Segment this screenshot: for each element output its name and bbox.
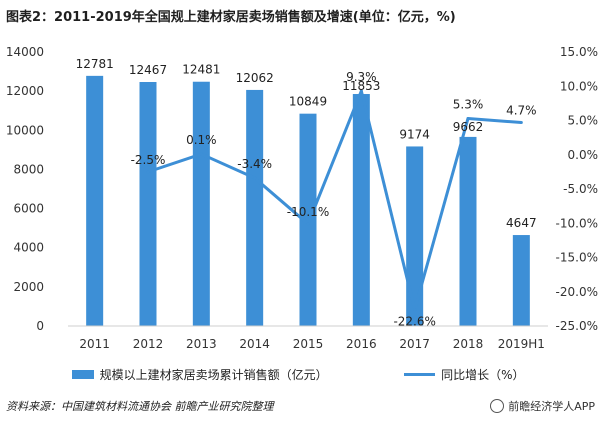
bar [459, 136, 477, 326]
y-left-tick-label: 0 [36, 319, 44, 333]
bar-value-label: 12481 [182, 63, 220, 77]
bar-value-label: 4647 [506, 216, 537, 230]
x-tick-label: 2012 [133, 337, 164, 351]
legend-item-bar: 规模以上建材家居卖场累计销售额（亿元） [72, 366, 328, 383]
growth-point [306, 222, 310, 226]
line-value-label: 5.3% [453, 97, 484, 111]
y-left-tick-label: 2000 [13, 280, 44, 294]
bar-value-label: 12467 [129, 63, 167, 77]
y-right-tick-label: -25.0% [556, 319, 598, 333]
brand-label: 前瞻经济学人APP [508, 400, 595, 413]
y-right-tick-label: -20.0% [556, 285, 598, 299]
growth-point [466, 116, 470, 120]
growth-point [146, 170, 150, 174]
bar [139, 82, 157, 327]
bar-value-label: 9174 [399, 127, 430, 141]
x-tick-label: 2013 [186, 337, 217, 351]
bar-value-label: 9662 [453, 120, 484, 134]
source-note: 资料来源：中国建筑材料流通协会 前瞻产业研究院整理 [6, 400, 274, 413]
y-left-tick-label: 6000 [13, 202, 44, 216]
growth-point [519, 121, 523, 125]
y-left-tick-label: 14000 [6, 45, 44, 59]
line-value-label: 9.3% [346, 70, 377, 84]
y-right-tick-label: -15.0% [556, 251, 598, 265]
bar [246, 89, 264, 326]
bar-value-label: 11853 [342, 79, 380, 93]
legend: 规模以上建材家居卖场累计销售额（亿元） 同比增长（%） [72, 366, 603, 383]
line-value-label: -3.4% [237, 157, 272, 171]
legend-item-line: 同比增长（%） [403, 366, 525, 383]
bar-value-label: 12062 [236, 71, 274, 85]
y-right-tick-label: -10.0% [556, 216, 598, 230]
x-tick-label: 2017 [399, 337, 430, 351]
y-left-tick-label: 12000 [6, 84, 44, 98]
y-left-tick-label: 4000 [13, 241, 44, 255]
line-value-label: 0.1% [186, 133, 217, 147]
bar [512, 235, 530, 326]
bar [352, 94, 370, 326]
y-left-tick-label: 8000 [13, 162, 44, 176]
y-right-tick-label: -5.0% [563, 182, 598, 196]
legend-line-label: 同比增长（%） [441, 368, 525, 382]
x-tick-label: 2016 [346, 337, 377, 351]
bar [406, 146, 424, 326]
growth-point [359, 89, 363, 93]
chart-title: 图表2：2011-2019年全国规上建材家居卖场销售额及增速(单位：亿元，%) [6, 10, 456, 25]
y-right-tick-label: 15.0% [560, 45, 598, 59]
y-right-tick-label: 10.0% [560, 79, 598, 93]
x-tick-label: 2019H1 [498, 337, 545, 351]
bar-value-label: 10849 [289, 95, 327, 109]
y-left-tick-label: 10000 [6, 123, 44, 137]
line-value-label: -10.1% [287, 205, 329, 219]
growth-line [147, 89, 522, 312]
growth-point [253, 176, 257, 180]
x-tick-label: 2011 [79, 337, 110, 351]
x-tick-label: 2018 [453, 337, 484, 351]
x-tick-label: 2014 [239, 337, 270, 351]
bar [86, 75, 104, 326]
growth-point [413, 308, 417, 312]
legend-bar-label: 规模以上建材家居卖场累计销售额（亿元） [99, 368, 328, 382]
y-right-tick-label: 0.0% [568, 148, 599, 162]
bar-value-label: 12781 [76, 57, 114, 71]
legend-bar-swatch [72, 370, 94, 379]
brand-credit: 前瞻经济学人APP [490, 398, 595, 414]
growth-point [199, 152, 203, 156]
line-value-label: -22.6% [393, 315, 435, 329]
bar [299, 113, 317, 326]
x-tick-label: 2015 [293, 337, 324, 351]
bar [192, 81, 210, 326]
legend-line-swatch [403, 373, 436, 376]
brand-logo-icon [490, 399, 505, 413]
y-right-tick-label: 5.0% [568, 114, 599, 128]
line-value-label: 4.7% [506, 104, 537, 118]
line-value-label: -2.5% [131, 153, 166, 167]
